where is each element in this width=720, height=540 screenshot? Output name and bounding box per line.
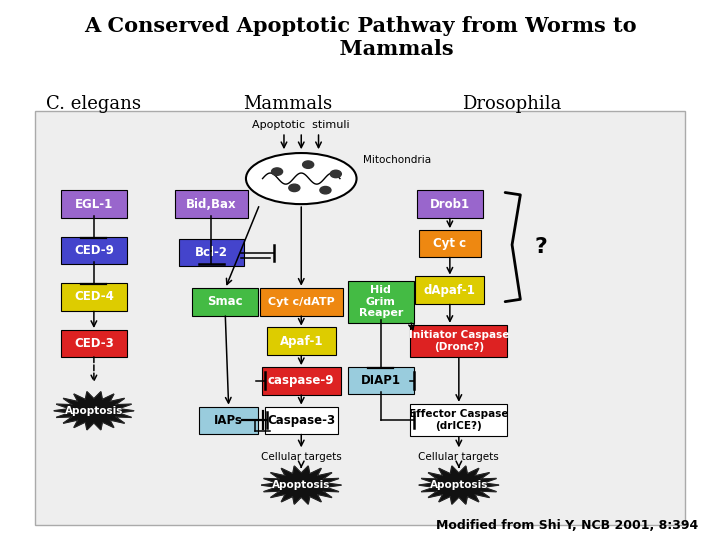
FancyBboxPatch shape [199, 407, 258, 434]
FancyBboxPatch shape [179, 239, 244, 266]
Text: EGL-1: EGL-1 [75, 198, 113, 211]
Text: Modified from Shi Y, NCB 2001, 8:394: Modified from Shi Y, NCB 2001, 8:394 [436, 519, 698, 532]
Text: Apoptosis: Apoptosis [272, 480, 330, 490]
Circle shape [289, 184, 300, 192]
FancyBboxPatch shape [415, 276, 485, 304]
Text: Mitochondria: Mitochondria [364, 155, 431, 165]
Text: Initiator Caspase
(Dronc?): Initiator Caspase (Dronc?) [409, 330, 509, 352]
Text: Drob1: Drob1 [430, 198, 470, 211]
Text: Cyt c/dATP: Cyt c/dATP [268, 296, 335, 307]
FancyBboxPatch shape [265, 407, 338, 434]
Text: Apoptosis: Apoptosis [430, 480, 488, 490]
Polygon shape [419, 466, 499, 504]
Text: C. elegans: C. elegans [46, 95, 141, 113]
Text: Cellular targets: Cellular targets [418, 452, 499, 462]
FancyBboxPatch shape [61, 237, 127, 265]
FancyBboxPatch shape [266, 327, 336, 355]
FancyBboxPatch shape [260, 288, 343, 315]
Text: Cyt c: Cyt c [433, 237, 467, 250]
FancyBboxPatch shape [261, 367, 341, 395]
Circle shape [320, 186, 331, 194]
Ellipse shape [246, 153, 356, 204]
FancyBboxPatch shape [410, 325, 507, 357]
Text: Apoptotic  stimuli: Apoptotic stimuli [253, 120, 350, 130]
Text: ?: ? [534, 237, 547, 257]
Text: A Conserved Apoptotic Pathway from Worms to
          Mammals: A Conserved Apoptotic Pathway from Worms… [84, 16, 636, 59]
Text: IAPs: IAPs [215, 414, 243, 427]
Text: CED-4: CED-4 [74, 291, 114, 303]
Text: CED-3: CED-3 [74, 337, 114, 350]
Circle shape [271, 168, 282, 176]
Text: Caspase-3: Caspase-3 [267, 414, 336, 427]
Text: Bid,Bax: Bid,Bax [186, 198, 237, 211]
Polygon shape [54, 392, 134, 430]
Text: Apaf-1: Apaf-1 [279, 335, 323, 348]
FancyBboxPatch shape [419, 230, 481, 257]
FancyBboxPatch shape [61, 329, 127, 357]
Text: Hid
Grim
Reaper: Hid Grim Reaper [359, 285, 403, 318]
Text: Effector Caspase
(drICE?): Effector Caspase (drICE?) [409, 409, 508, 431]
FancyBboxPatch shape [348, 281, 413, 322]
FancyBboxPatch shape [410, 404, 507, 436]
FancyBboxPatch shape [417, 190, 482, 218]
FancyBboxPatch shape [192, 288, 258, 315]
Text: Smac: Smac [207, 295, 243, 308]
Circle shape [330, 170, 341, 178]
Polygon shape [261, 466, 341, 504]
Text: Apoptosis: Apoptosis [65, 406, 123, 416]
Text: Bcl-2: Bcl-2 [195, 246, 228, 259]
FancyBboxPatch shape [175, 190, 248, 218]
FancyBboxPatch shape [61, 190, 127, 218]
Circle shape [302, 161, 314, 168]
Text: Drosophila: Drosophila [462, 95, 562, 113]
Text: CED-9: CED-9 [74, 244, 114, 257]
Text: Mammals: Mammals [243, 95, 332, 113]
FancyBboxPatch shape [35, 111, 685, 524]
Text: dApaf-1: dApaf-1 [424, 284, 476, 296]
Text: Cellular targets: Cellular targets [261, 452, 341, 462]
Text: caspase-9: caspase-9 [268, 374, 335, 387]
FancyBboxPatch shape [61, 283, 127, 311]
FancyBboxPatch shape [348, 367, 413, 394]
Text: DIAP1: DIAP1 [361, 374, 401, 387]
